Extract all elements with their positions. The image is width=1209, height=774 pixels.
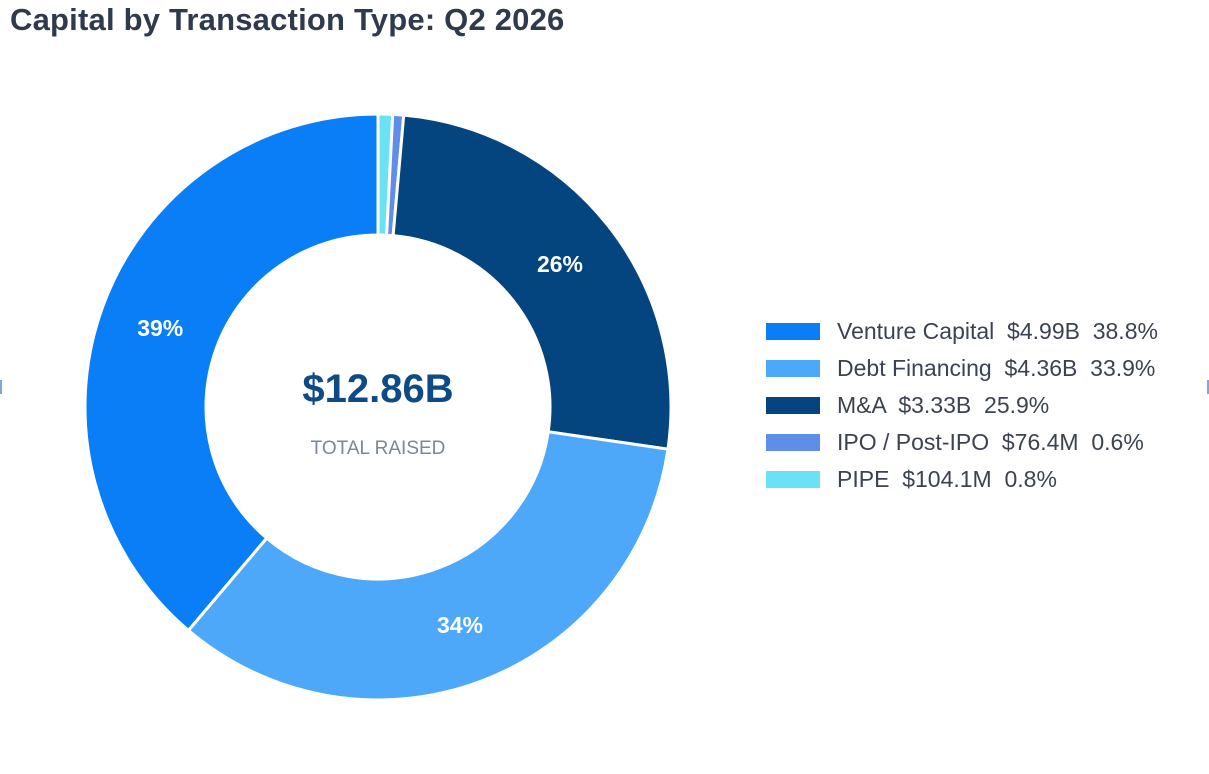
slice-label-venture-capital: 39% bbox=[137, 315, 183, 341]
chart-legend: Venture Capital $4.99B 38.8% Debt Financi… bbox=[766, 316, 1158, 495]
legend-item-venture-capital[interactable]: Venture Capital $4.99B 38.8% bbox=[766, 316, 1158, 347]
legend-item-pipe[interactable]: PIPE $104.1M 0.8% bbox=[766, 464, 1158, 495]
legend-label: PIPE $104.1M 0.8% bbox=[837, 466, 1057, 492]
legend-item-m-a[interactable]: M&A $3.33B 25.9% bbox=[766, 390, 1158, 421]
slice-label-m-a: 26% bbox=[537, 251, 583, 277]
slice-label-debt-financing: 34% bbox=[437, 612, 483, 638]
legend-label: Debt Financing $4.36B 33.9% bbox=[837, 355, 1156, 381]
chart-title: Capital by Transaction Type: Q2 2026 bbox=[10, 2, 565, 37]
legend-swatch bbox=[766, 360, 820, 377]
legend-swatch bbox=[766, 471, 820, 488]
slice-debt-financing[interactable] bbox=[186, 430, 670, 702]
left-edge-marker bbox=[0, 380, 2, 394]
legend-swatch bbox=[766, 434, 820, 451]
slice-venture-capital[interactable] bbox=[83, 112, 380, 633]
center-total-label: TOTAL RAISED bbox=[311, 438, 446, 459]
legend-item-debt-financing[interactable]: Debt Financing $4.36B 33.9% bbox=[766, 353, 1158, 384]
right-edge-marker bbox=[1207, 380, 1209, 394]
center-total-value: $12.86B bbox=[302, 367, 453, 411]
legend-swatch bbox=[766, 323, 820, 340]
legend-label: IPO / Post-IPO $76.4M 0.6% bbox=[837, 429, 1144, 455]
legend-label: Venture Capital $4.99B 38.8% bbox=[837, 318, 1158, 344]
slice-m-a[interactable] bbox=[391, 113, 673, 451]
slice-labels: 26% 34% 39% bbox=[137, 251, 583, 638]
legend-swatch bbox=[766, 397, 820, 414]
legend-label: M&A $3.33B 25.9% bbox=[837, 392, 1050, 418]
legend-item-ipo-post-ipo[interactable]: IPO / Post-IPO $76.4M 0.6% bbox=[766, 427, 1158, 458]
donut-slices bbox=[83, 112, 673, 702]
